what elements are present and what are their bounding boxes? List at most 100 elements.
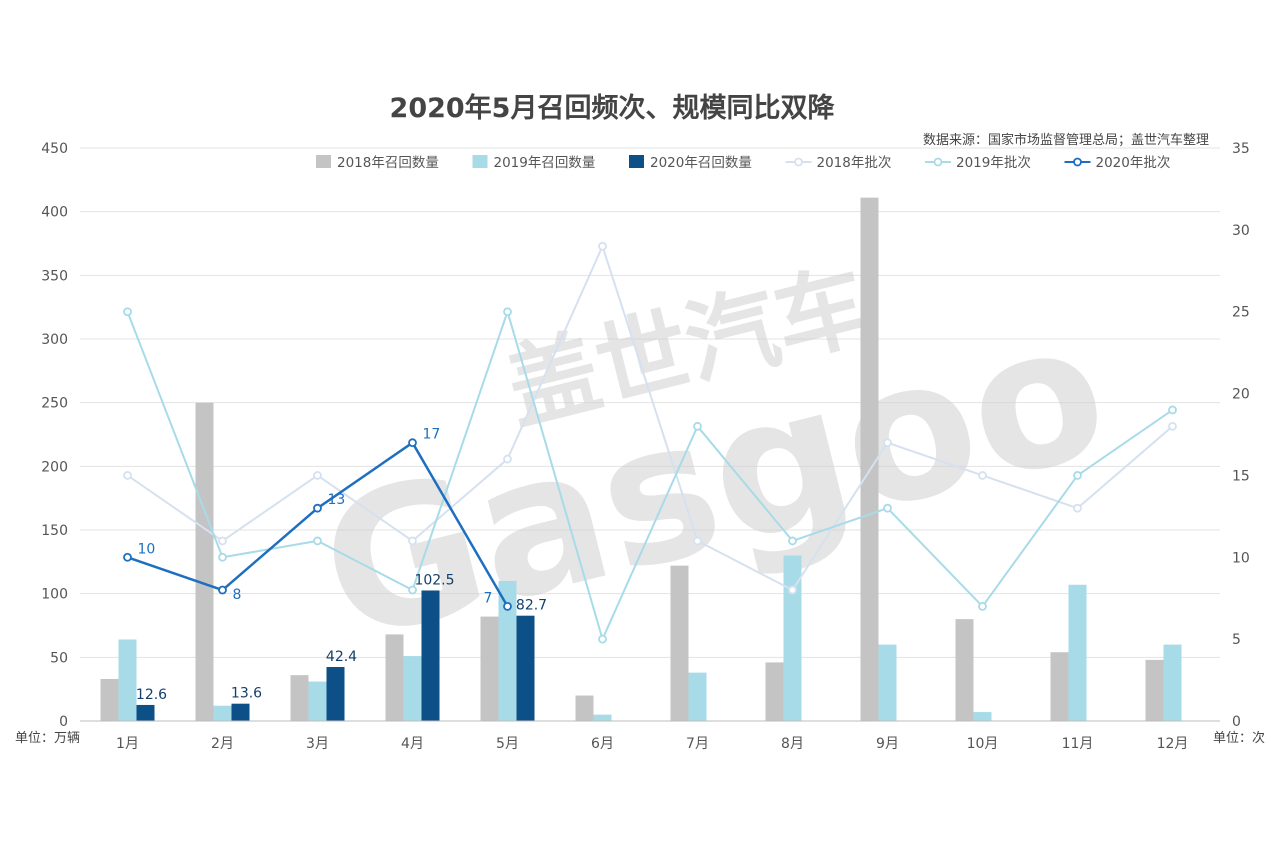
x-axis-tick-label: 7月 (686, 736, 709, 752)
line-point (218, 552, 227, 562)
series-line (126, 310, 1174, 641)
right-axis-tick-label: 15 (1232, 468, 1250, 484)
left-axis-tick-label: 300 (41, 332, 68, 348)
axes: 0 50 100 150 200 250 300 350 400 450 0 5 10 15 20 25 30 3… (41, 141, 1250, 752)
bar (765, 662, 784, 721)
data-source-note: 数据来源：国家市场监督管理总局；盖世汽车整理 (923, 132, 1209, 148)
line-point (408, 536, 417, 546)
bar (100, 678, 119, 721)
line-point (313, 503, 322, 513)
left-axis-tick-label: 0 (59, 714, 68, 730)
bar (480, 616, 499, 721)
legend-label: 2019年召回数量 (494, 155, 596, 171)
line-point (1168, 421, 1177, 431)
line-point (1073, 471, 1082, 480)
legend-swatch-marker (794, 157, 803, 167)
line-point (313, 536, 322, 546)
right-axis-unit: 单位：次 (1213, 730, 1265, 746)
chart-title: 2020年5月召回频次、规模同比双降 (390, 92, 836, 124)
legend-swatch (316, 155, 331, 168)
bar (195, 402, 214, 721)
x-axis-tick-label: 12月 (1157, 736, 1189, 752)
legend-label: 2020年批次 (1096, 155, 1171, 171)
left-axis-tick-label: 450 (41, 141, 68, 157)
bar (878, 644, 897, 721)
legend-swatch (629, 155, 644, 168)
legend-label: 2018年召回数量 (337, 155, 439, 171)
bar-data-label: 42.4 (326, 649, 357, 665)
left-axis-tick-label: 150 (41, 523, 68, 539)
right-axis-tick-label: 35 (1232, 141, 1250, 157)
legend-label: 2018年批次 (817, 155, 892, 171)
bar (421, 590, 440, 721)
bar-series-group (100, 197, 1182, 721)
line-point (788, 585, 797, 595)
x-axis-tick-label: 8月 (781, 736, 804, 752)
bar (516, 615, 535, 721)
x-axis-tick-label: 10月 (967, 736, 999, 752)
bar (955, 619, 974, 721)
line-point (123, 471, 132, 480)
left-axis-tick-label: 100 (41, 587, 68, 603)
legend-label: 2020年召回数量 (650, 155, 752, 171)
bar-data-label: 82.7 (516, 598, 547, 614)
bar (575, 695, 594, 721)
bar (860, 197, 879, 721)
bar (688, 672, 707, 721)
x-axis-tick-label: 9月 (876, 736, 899, 752)
line-point (883, 503, 892, 513)
line-point (978, 602, 987, 611)
data-labels: 12.6 13.6 42.4 102.5 82.7 10 8 13 17 7 (136, 427, 547, 703)
line-data-label: 13 (328, 492, 346, 508)
bar-data-label: 12.6 (136, 687, 167, 703)
right-axis-tick-label: 5 (1232, 632, 1241, 648)
x-axis-tick-label: 5月 (496, 736, 519, 752)
bar (973, 712, 992, 721)
line-point (598, 634, 607, 644)
line-data-label: 10 (138, 541, 156, 557)
bar-data-label: 102.5 (414, 572, 454, 588)
left-axis-tick-label: 250 (41, 396, 68, 412)
line-point (693, 421, 702, 431)
left-axis-tick-label: 350 (41, 268, 68, 284)
left-axis-tick-label: 400 (41, 205, 68, 221)
line-data-label: 17 (423, 427, 441, 443)
legend-swatch-marker (933, 157, 943, 167)
line-point (408, 438, 417, 448)
bar (403, 656, 422, 721)
line-point (408, 585, 417, 595)
bar (1163, 644, 1182, 721)
line-point (218, 536, 227, 546)
line-point (313, 471, 322, 480)
left-axis-unit: 单位：万辆 (15, 731, 80, 746)
line-series-group (123, 241, 1177, 644)
right-axis-tick-label: 25 (1232, 305, 1250, 321)
legend: 2018年召回数量 2019年召回数量 2020年召回数量 2018年批次 2019年批… (316, 155, 1170, 171)
bar (670, 565, 689, 721)
bar (308, 681, 327, 721)
line-point (788, 536, 797, 546)
line-point (598, 241, 607, 251)
line-point (693, 536, 702, 546)
line-point (1168, 405, 1177, 415)
bar (385, 634, 404, 721)
line-point (1073, 503, 1082, 513)
legend-label: 2019年批次 (956, 155, 1031, 171)
bar (783, 555, 802, 721)
x-axis-tick-label: 2月 (211, 736, 234, 752)
x-axis-tick-label: 11月 (1062, 736, 1094, 752)
line-point (123, 307, 132, 317)
right-axis-tick-label: 30 (1232, 223, 1250, 239)
bar (1068, 584, 1087, 721)
line-point (503, 307, 512, 317)
bar (231, 703, 250, 721)
x-axis-tick-label: 4月 (401, 736, 424, 752)
bar (498, 580, 517, 721)
bar (1050, 652, 1069, 721)
line-point (123, 552, 132, 562)
left-axis-tick-label: 50 (50, 650, 68, 666)
right-axis-tick-label: 0 (1232, 714, 1241, 730)
bar (1145, 659, 1164, 721)
legend-swatch-marker (1073, 157, 1082, 167)
